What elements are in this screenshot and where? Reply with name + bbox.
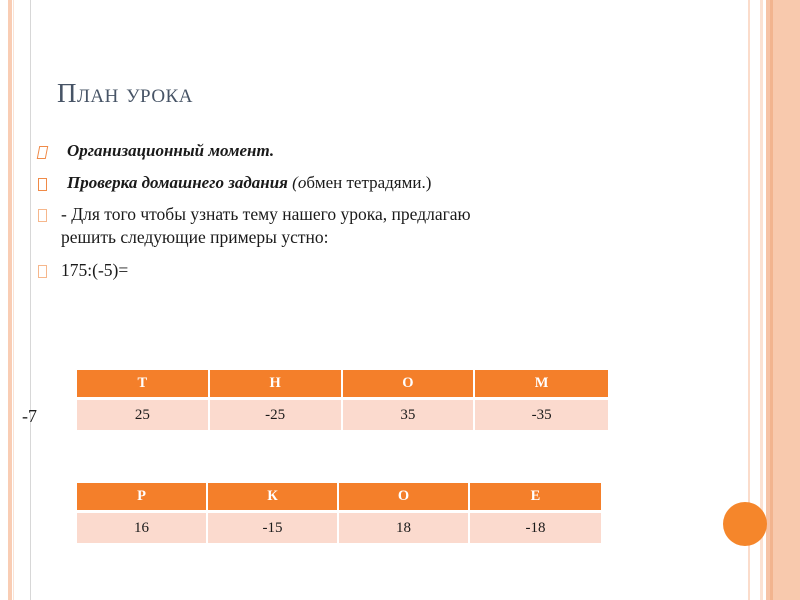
bullet-item-label-tail: бмен тетрадями.) xyxy=(306,172,432,192)
page-title: План урока xyxy=(57,78,193,108)
bullet-item-label-strong: Проверка домашнего задания xyxy=(67,172,293,192)
table-cell: -25 xyxy=(209,397,343,430)
right-edge-stripe-a xyxy=(760,0,763,600)
bullet-item-label: 175:(-5)= xyxy=(61,259,129,280)
table-header-cell: Е xyxy=(470,483,601,510)
bullet-box-icon xyxy=(36,146,49,159)
letters-table-tnom: Т Н О М 25 -25 35 -35 xyxy=(77,370,608,430)
table-cell: -18 xyxy=(470,510,601,543)
table-header-cell: Р xyxy=(77,483,208,510)
stray-equation-text: -7 xyxy=(22,406,37,426)
letters-table-rkoe: Р К О Е 16 -15 18 -18 xyxy=(77,483,601,543)
bullet-box-icon xyxy=(38,209,47,223)
table-header-cell: О xyxy=(342,370,476,397)
left-divider-line xyxy=(30,0,31,600)
right-edge-stripe-b xyxy=(764,0,766,600)
table-row: 16 -15 18 -18 xyxy=(77,510,601,543)
bullet-item-label: - Для того чтобы узнать тему нашего урок… xyxy=(61,204,471,248)
right-edge-gap xyxy=(750,0,760,600)
table-header-cell: М xyxy=(475,370,608,397)
table-cell: 25 xyxy=(77,397,210,430)
right-edge-stripe-e xyxy=(773,0,800,600)
table-cell: 16 xyxy=(77,510,208,543)
list-item: Организационный момент. xyxy=(36,140,518,163)
left-edge-stripe-inner xyxy=(13,0,14,600)
bullet-list: Организационный момент. Проверка домашне… xyxy=(36,140,518,291)
table-header-cell: К xyxy=(208,483,339,510)
table-header-row: Р К О Е xyxy=(77,483,601,510)
list-item: 175:(-5)= xyxy=(38,259,518,282)
table-cell: 18 xyxy=(339,510,470,543)
bullet-box-icon xyxy=(38,264,47,278)
bullet-item-label-paren: (о xyxy=(292,172,307,192)
table-row: 25 -25 35 -35 xyxy=(77,397,608,430)
bullet-box-icon xyxy=(38,177,47,191)
list-item: Проверка домашнего задания (обмен тетрад… xyxy=(38,172,518,195)
table-header-cell: Т xyxy=(77,370,210,397)
left-edge-stripe xyxy=(8,0,12,600)
table-cell: -15 xyxy=(208,510,339,543)
table-header-cell: О xyxy=(339,483,470,510)
list-item: - Для того чтобы узнать тему нашего урок… xyxy=(38,203,518,250)
right-edge-stripe-c xyxy=(766,0,770,600)
orange-circle-decoration xyxy=(723,502,767,546)
right-edge-stripe-thin xyxy=(748,0,750,600)
right-edge-stripe-d xyxy=(770,0,773,600)
bullet-item-label: Организационный момент. xyxy=(67,141,275,160)
table-header-row: Т Н О М xyxy=(77,370,608,397)
table-cell: -35 xyxy=(475,397,608,430)
table-header-cell: Н xyxy=(209,370,343,397)
bullet-item-label: Проверка домашнего задания (обмен тетрад… xyxy=(61,172,431,195)
table-cell: 35 xyxy=(342,397,476,430)
